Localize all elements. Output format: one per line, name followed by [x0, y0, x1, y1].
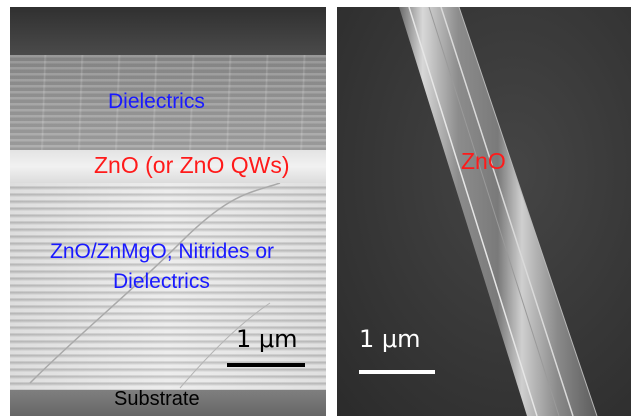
scale-bar-label: 1 μm: [359, 325, 421, 353]
scale-bar-label: 1 μm: [236, 325, 298, 353]
bottom-mirror-label-line1: ZnO/ZnMgO, Nitrides or: [50, 240, 275, 263]
substrate-layer: [10, 390, 326, 416]
dielectric-texture: [10, 55, 326, 150]
dielectric-layer: [10, 55, 326, 150]
scale-bar: [359, 370, 435, 374]
bottom-mirror-shading: [10, 183, 326, 390]
bottom-mirror-layer: [10, 183, 326, 390]
dielectrics-label: Dielectrics: [108, 90, 205, 113]
scale-bar: [227, 363, 305, 367]
top-background-region: [10, 7, 326, 55]
bottom-mirror-label-line2: Dielectrics: [113, 270, 210, 293]
nanowire-sem-panel: ZnO 1 μm: [337, 7, 631, 416]
nanowire-label: ZnO: [461, 148, 506, 174]
zno-nanowire: [399, 7, 598, 416]
zno-layer-label: ZnO (or ZnO QWs): [94, 152, 290, 178]
zno-cavity-layer: [10, 150, 326, 183]
crack-lines: [29, 183, 281, 389]
substrate-label: Substrate: [114, 388, 200, 410]
cross-section-sem-panel: Dielectrics ZnO (or ZnO QWs) ZnO/ZnMgO, …: [10, 7, 326, 416]
